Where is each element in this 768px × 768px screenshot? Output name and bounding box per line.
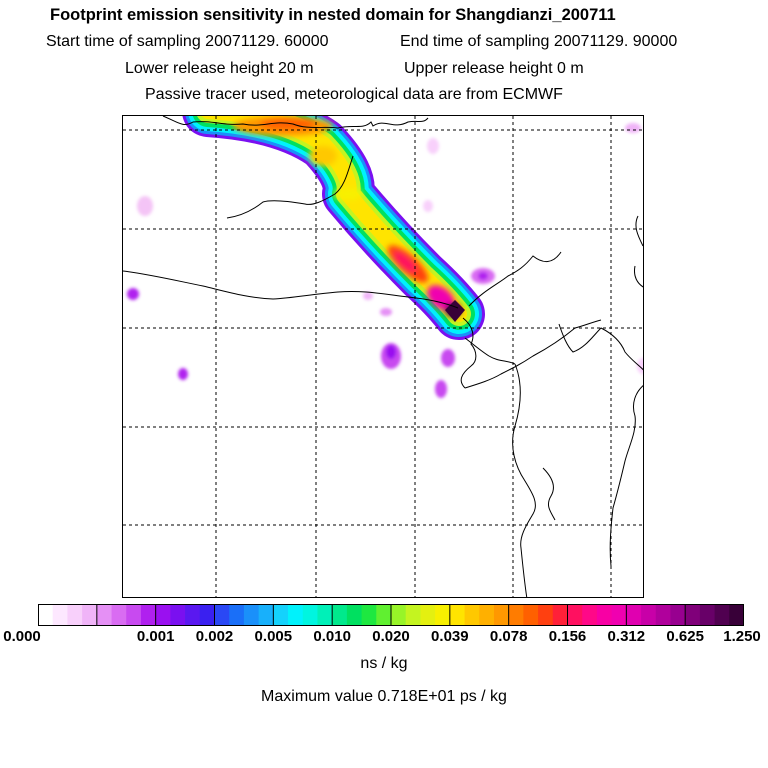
colorbar-swatch (420, 604, 436, 626)
colorbar-tick-label: 0.039 (431, 628, 469, 645)
colorbar-tick-label: 0.312 (607, 628, 646, 645)
colorbar-swatch (729, 604, 744, 626)
colorbar-swatch (361, 604, 377, 626)
colorbar-swatch (685, 604, 701, 626)
colorbar-swatch (582, 604, 598, 626)
colorbar-swatch (655, 604, 671, 626)
colorbar-swatch (641, 604, 657, 626)
colorbar-swatch (449, 604, 465, 626)
colorbar-swatch (199, 604, 215, 626)
footprint-hotspots (233, 116, 461, 317)
colorbar-swatch (185, 604, 201, 626)
colorbar-swatch (626, 604, 642, 626)
colorbar-swatch (567, 604, 583, 626)
colorbar-swatch (508, 604, 524, 626)
footprint-plume (182, 116, 485, 340)
footprint-scatter (127, 123, 643, 398)
colorbar-swatch (376, 604, 392, 626)
colorbar-swatch (699, 604, 715, 626)
colorbar-swatch (243, 604, 260, 626)
start-time-label: Start time of sampling 20071129. 60000 (46, 33, 329, 50)
footprint-map (122, 115, 644, 598)
colorbar-tick-label: 0.010 (313, 628, 351, 645)
map-gridlines (123, 116, 643, 597)
max-value-label: Maximum value 0.718E+01 ps / kg (261, 688, 507, 705)
colorbar-tick-label: 0.002 (195, 628, 234, 645)
colorbar-swatch (611, 604, 627, 626)
colorbar (38, 604, 744, 626)
colorbar-swatch (288, 604, 304, 626)
colorbar-swatch (126, 604, 142, 626)
plot-title: Footprint emission sensitivity in nested… (50, 6, 616, 24)
colorbar-swatch (523, 604, 539, 626)
lower-release-label: Lower release height 20 m (125, 60, 314, 77)
colorbar-tick-label: 0.078 (489, 628, 528, 645)
colorbar-tick-label: 1.250 (723, 628, 761, 645)
colorbar-swatch (67, 604, 83, 626)
colorbar-swatch (464, 604, 480, 626)
colorbar-swatch (52, 604, 68, 626)
colorbar-swatch (332, 604, 348, 626)
colorbar-swatch (552, 604, 568, 626)
colorbar-swatch (435, 604, 451, 626)
colorbar-tick-label: 0.156 (548, 628, 587, 645)
colorbar-swatch (82, 604, 98, 626)
colorbar-border (38, 604, 744, 626)
colorbar-swatch (229, 604, 245, 626)
colorbar-tick-label: 0.020 (372, 628, 410, 645)
colorbar-swatch (214, 604, 230, 626)
colorbar-tick-label: 0.000 (3, 628, 41, 645)
colorbar-swatch (670, 604, 686, 626)
upper-release-label: Upper release height 0 m (404, 60, 584, 77)
colorbar-swatch (714, 604, 730, 626)
colorbar-tick-labels: 0.000 0.001 0.002 0.005 0.010 0.020 0.039 0.078… (0, 628, 768, 648)
colorbar-swatch (155, 604, 171, 626)
end-time-label: End time of sampling 20071129. 90000 (400, 33, 678, 50)
colorbar-swatch (258, 604, 274, 626)
colorbar-tick-label: 0.625 (666, 628, 704, 645)
colorbar-swatch (302, 604, 318, 626)
colorbar-swatch (96, 604, 112, 626)
colorbar-swatch (170, 604, 186, 626)
colorbar-swatch (538, 604, 554, 626)
colorbar-unit: ns / kg (360, 655, 408, 672)
colorbar-swatch (405, 604, 421, 626)
colorbar-tick-label: 0.001 (136, 628, 175, 645)
colorbar-swatch (38, 604, 54, 626)
colorbar-swatch (140, 604, 157, 626)
colorbar-swatch (596, 604, 613, 626)
coastlines (123, 116, 643, 597)
colorbar-swatch (346, 604, 362, 626)
colorbar-swatch (493, 604, 510, 626)
colorbar-swatch (111, 604, 127, 626)
colorbar-swatch (273, 604, 289, 626)
colorbar-swatch (479, 604, 495, 626)
colorbar-swatch (391, 604, 407, 626)
colorbar-swatch (317, 604, 333, 626)
tracer-info-label: Passive tracer used, meteorological data… (145, 86, 563, 103)
colorbar-tick-label: 0.005 (254, 628, 293, 645)
